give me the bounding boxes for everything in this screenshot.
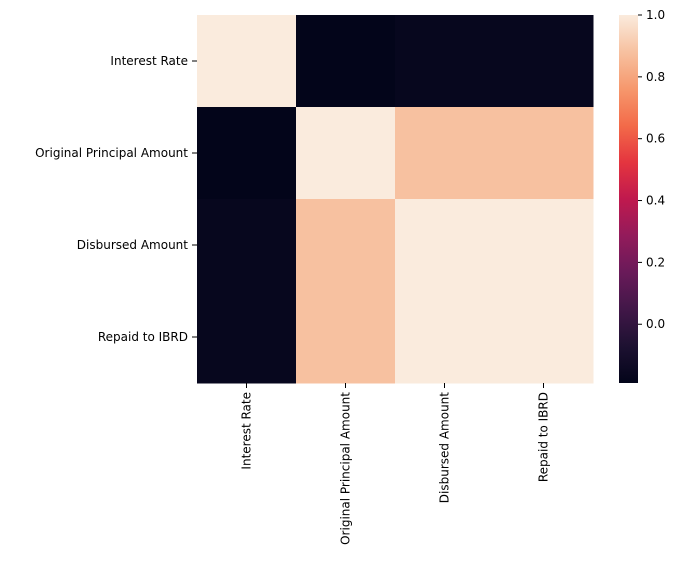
row-labels: Interest Rate Original Principal Amount Di… <box>35 54 197 344</box>
colorbar: 0.0 0.2 0.4 0.6 0.8 1.0 <box>619 8 665 383</box>
heatmap-cell <box>395 291 495 384</box>
heatmap-cell <box>197 15 297 108</box>
x-tick-label: Original Principal Amount <box>339 392 353 545</box>
heatmap-cell <box>494 199 594 292</box>
heatmap-cell <box>395 107 495 200</box>
x-tick-label: Interest Rate <box>240 392 254 470</box>
colorbar-tick-label: 0.6 <box>646 132 665 146</box>
heatmap-cell <box>395 15 495 108</box>
y-tick-label: Original Principal Amount <box>35 146 188 160</box>
heatmap-cell <box>296 107 396 200</box>
heatmap-cells <box>197 15 594 384</box>
heatmap-cell <box>296 291 396 384</box>
x-tick-label: Disbursed Amount <box>438 392 452 504</box>
y-tick-label: Repaid to IBRD <box>98 330 188 344</box>
heatmap-cell <box>395 199 495 292</box>
colorbar-tick-label: 0.2 <box>646 255 665 269</box>
heatmap-cell <box>494 291 594 384</box>
column-labels: Interest Rate Original Principal Amount Di… <box>240 383 551 545</box>
y-tick-label: Disbursed Amount <box>77 238 189 252</box>
x-tick-label: Repaid to IBRD <box>537 392 551 482</box>
heatmap-cell <box>296 15 396 108</box>
colorbar-tick-label: 0.0 <box>646 317 665 331</box>
heatmap-cell <box>494 107 594 200</box>
colorbar-tick-label: 0.4 <box>646 194 665 208</box>
heatmap-cell <box>197 107 297 200</box>
colorbar-tick-label: 0.8 <box>646 70 665 84</box>
colorbar-gradient <box>619 15 638 383</box>
heatmap-cell <box>494 15 594 108</box>
heatmap-cell <box>296 199 396 292</box>
heatmap-cell <box>197 199 297 292</box>
heatmap-cell <box>197 291 297 384</box>
y-tick-label: Interest Rate <box>110 54 188 68</box>
colorbar-tick-label: 1.0 <box>646 8 665 22</box>
